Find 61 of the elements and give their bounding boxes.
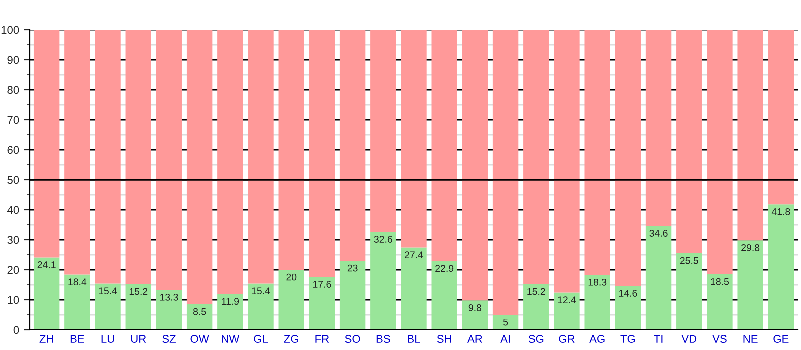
- y-tick-label: 10: [8, 296, 20, 304]
- x-tick-label: TI: [654, 335, 663, 343]
- y-tick-label: 70: [8, 116, 20, 124]
- data-label: 23: [348, 264, 358, 272]
- x-tick-label: BL: [408, 335, 420, 343]
- data-label: 25.5: [680, 257, 698, 264]
- data-label: 17.6: [313, 281, 332, 288]
- y-tick-label: 90: [8, 56, 20, 64]
- data-label: 22.9: [436, 265, 454, 272]
- data-label: 12.4: [558, 296, 576, 304]
- data-label: 29.8: [742, 244, 760, 252]
- x-tick-label: SG: [528, 335, 544, 344]
- x-tick-label: SH: [437, 335, 452, 344]
- x-tick-label: TG: [620, 335, 636, 344]
- data-label: 32.6: [374, 236, 392, 243]
- data-label: 18.5: [711, 278, 730, 286]
- x-tick-label: BS: [376, 335, 390, 344]
- x-tick-label: AG: [590, 335, 605, 344]
- x-tick-label: SZ: [162, 335, 176, 344]
- data-label: 13.3: [160, 294, 178, 301]
- x-tick-label: VD: [682, 335, 697, 343]
- x-tick-label: AR: [468, 335, 482, 343]
- x-tick-label: GL: [254, 335, 268, 344]
- x-tick-label: OW: [190, 335, 210, 344]
- data-label: 11.9: [222, 298, 240, 306]
- data-label: 34.6: [650, 230, 668, 237]
- x-tick-label: ZH: [40, 335, 54, 343]
- y-tick-label: 20: [8, 266, 20, 274]
- data-label: 18.3: [588, 278, 607, 286]
- y-tick-label: 60: [8, 146, 20, 154]
- x-tick-label: NE: [744, 335, 758, 343]
- x-tick-label: GR: [559, 335, 575, 344]
- x-tick-label: UR: [131, 335, 146, 344]
- data-label: 8.5: [193, 308, 206, 316]
- data-label: 14.6: [619, 290, 638, 297]
- x-tick-label: ZG: [284, 335, 298, 344]
- x-tick-label: VS: [712, 335, 727, 344]
- data-label: 41.8: [772, 208, 790, 216]
- y-tick-label: 100: [2, 26, 20, 34]
- x-tick-label: FR: [316, 335, 330, 343]
- x-tick-label: AI: [500, 335, 510, 343]
- y-tick-label: 30: [8, 236, 20, 244]
- data-label: 27.4: [405, 252, 424, 258]
- x-tick-label: LU: [102, 335, 114, 344]
- data-label: 18.4: [68, 278, 87, 286]
- y-tick-label: 40: [7, 206, 20, 214]
- data-label: 15.4: [252, 288, 270, 295]
- y-tick-label: 0: [14, 326, 20, 334]
- x-tick-label: BE: [70, 335, 84, 343]
- data-label: 15.2: [528, 288, 546, 296]
- x-tick-label: NW: [222, 335, 240, 343]
- data-label: 20: [286, 274, 297, 281]
- x-tick-label: GE: [774, 335, 789, 344]
- data-label: 5: [503, 318, 508, 326]
- y-tick-label: 50: [8, 176, 20, 184]
- data-label: 9.8: [468, 304, 482, 312]
- data-label: 24.1: [38, 262, 56, 268]
- y-tick-label: 80: [8, 86, 20, 94]
- data-label: 15.2: [130, 288, 148, 296]
- data-label: 15.4: [99, 288, 118, 295]
- x-tick-label: SO: [345, 335, 360, 344]
